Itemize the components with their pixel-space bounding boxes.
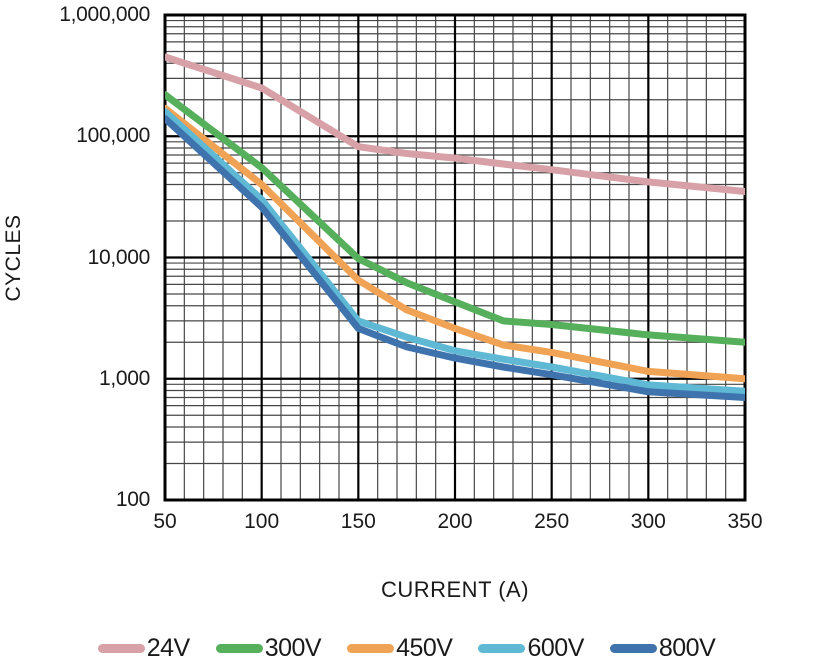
x-tick-label: 200 — [437, 510, 473, 533]
x-tick-label: 150 — [340, 510, 376, 533]
y-tick-label: 100,000 — [76, 124, 150, 148]
legend: 24V 300V 450V 600V 800V — [0, 634, 813, 662]
legend-label: 24V — [146, 634, 190, 662]
legend-swatch — [215, 643, 263, 653]
y-tick-label: 10,000 — [87, 245, 151, 269]
legend-label: 800V — [658, 634, 716, 662]
y-tick-label: 1,000 — [98, 366, 150, 390]
legend-swatch — [609, 643, 657, 653]
series-line-600v — [165, 108, 745, 395]
x-tick-label: 100 — [244, 510, 280, 533]
legend-label: 300V — [264, 634, 322, 662]
legend-item-24v: 24V — [97, 634, 190, 662]
series-line-450v — [165, 104, 745, 383]
legend-label: 600V — [527, 634, 584, 662]
x-tick-label: 300 — [630, 510, 666, 533]
legend-item-450v: 450V — [347, 634, 453, 662]
series-line-800v — [165, 115, 745, 401]
y-tick-label: 1,000,000 — [59, 3, 150, 26]
x-tick-label: 250 — [534, 510, 570, 533]
series-line-24v — [165, 53, 745, 195]
legend-label: 450V — [396, 634, 453, 662]
series-line-300v — [165, 91, 745, 346]
x-tick-label: 50 — [153, 510, 177, 533]
x-tick-label: 350 — [727, 510, 763, 533]
legend-item-600v: 600V — [478, 634, 584, 662]
legend-swatch — [347, 643, 395, 653]
legend-swatch — [478, 643, 526, 653]
legend-swatch — [97, 643, 145, 653]
y-tick-label: 100 — [115, 488, 150, 511]
legend-item-300v: 300V — [215, 634, 322, 662]
x-axis-title: CURRENT (A) — [380, 577, 530, 602]
legend-item-800v: 800V — [609, 634, 716, 662]
